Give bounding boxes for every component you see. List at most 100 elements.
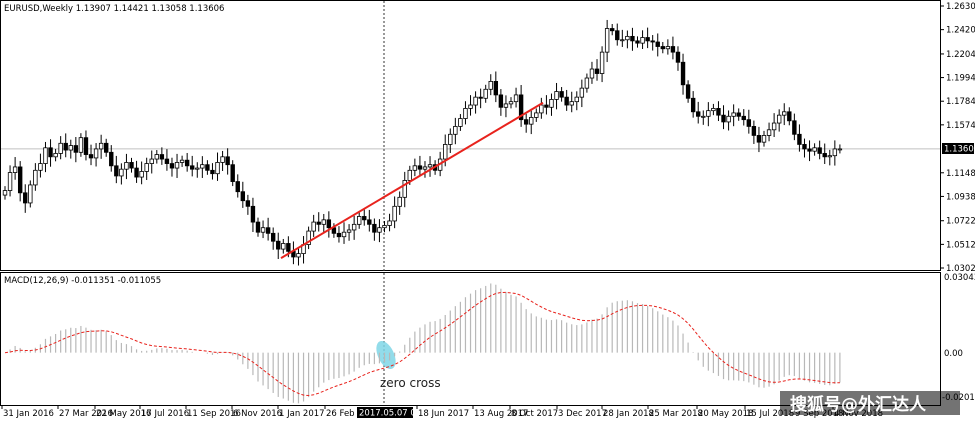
current-price-label: 1.13606	[944, 145, 975, 155]
trendline[interactable]	[280, 101, 544, 259]
price-tick-label: 1.22040	[946, 50, 975, 60]
candle	[589, 61, 595, 84]
candle	[771, 113, 777, 137]
time-tick-label: 26 Feb 2017	[326, 409, 379, 419]
candlesticks	[2, 19, 843, 266]
candle	[594, 59, 600, 81]
candle	[827, 149, 832, 166]
candle	[493, 71, 499, 103]
price-tick-label: 1.11480	[946, 169, 975, 179]
candle	[620, 29, 625, 47]
candle	[488, 74, 493, 96]
candle	[655, 33, 660, 57]
candle	[306, 226, 311, 250]
candle	[645, 27, 650, 49]
candle	[311, 214, 316, 237]
price-tick-label: 1.05120	[946, 240, 975, 250]
candle	[579, 79, 585, 108]
candle	[610, 24, 615, 36]
price-tick-label: 1.07220	[946, 217, 975, 227]
candle	[412, 158, 418, 177]
candle	[104, 138, 109, 157]
macd-axis-zero: 0.00	[944, 349, 963, 359]
candle	[564, 89, 569, 111]
candle	[402, 171, 407, 208]
candle	[73, 137, 79, 163]
candle	[711, 103, 716, 116]
candle	[83, 130, 89, 161]
candle	[63, 133, 68, 158]
candle	[2, 186, 8, 200]
watermark-text: 搜狐号@外汇达人	[790, 394, 927, 415]
price-tick-label: 1.17840	[946, 97, 975, 107]
candle	[245, 194, 251, 215]
candle	[534, 108, 539, 122]
candle	[549, 93, 554, 116]
price-tick-label: 1.24200	[946, 26, 975, 36]
candle	[478, 88, 483, 109]
candle	[751, 120, 757, 144]
candle	[635, 36, 640, 48]
candle	[458, 114, 463, 131]
candle	[554, 82, 559, 110]
candle	[174, 153, 180, 178]
candle	[508, 97, 514, 109]
time-tick-label: 27 Mar 2016	[59, 409, 113, 419]
candle	[43, 141, 48, 173]
candle	[326, 211, 332, 238]
candle	[98, 134, 104, 159]
candle	[453, 117, 458, 145]
time-tick-label: 28 Jan 2018	[603, 409, 654, 419]
candle	[109, 145, 114, 172]
candle	[270, 227, 276, 250]
candle	[119, 163, 124, 185]
candle	[498, 89, 504, 116]
candle	[260, 220, 266, 239]
candle	[792, 113, 797, 141]
candle	[690, 91, 696, 118]
candle	[787, 107, 792, 126]
candle	[518, 85, 524, 127]
time-tick-label: 3 Dec 2017	[558, 409, 607, 419]
candle	[523, 113, 529, 133]
candle	[473, 91, 478, 114]
candle	[316, 212, 321, 232]
candle	[215, 152, 220, 181]
macd-header: MACD(12,26,9) -0.011351 -0.011055	[4, 276, 161, 286]
candle	[23, 184, 28, 213]
candle	[38, 153, 43, 178]
candle	[281, 238, 286, 254]
candle	[33, 163, 38, 191]
candle	[599, 46, 605, 83]
candle	[220, 150, 225, 171]
zero-cross-annotation: zero cross	[380, 376, 441, 390]
candle	[225, 148, 230, 175]
candle	[397, 191, 402, 215]
candle	[513, 87, 519, 108]
macd-axis-top: 0.030431	[944, 273, 975, 283]
candle	[716, 101, 721, 122]
candle	[190, 155, 195, 177]
candle	[149, 150, 154, 174]
candle	[574, 91, 579, 111]
time-tick-label: 31 Jan 2016	[3, 409, 54, 419]
candle	[164, 149, 170, 171]
candle	[392, 196, 397, 229]
candle	[129, 157, 134, 173]
candle	[134, 160, 139, 183]
candle	[255, 217, 261, 237]
candle	[28, 180, 33, 208]
candle	[336, 226, 342, 243]
candle	[265, 217, 271, 241]
candle	[276, 232, 281, 259]
candle	[463, 101, 468, 125]
chart-header: EURUSD,Weekly 1.13907 1.14421 1.13058 1.…	[4, 4, 224, 14]
price-tick-label: 1.26300	[946, 2, 975, 12]
candle	[422, 161, 428, 178]
candle	[144, 157, 149, 180]
candle	[7, 165, 13, 197]
candle	[184, 152, 190, 172]
candle	[169, 157, 175, 177]
